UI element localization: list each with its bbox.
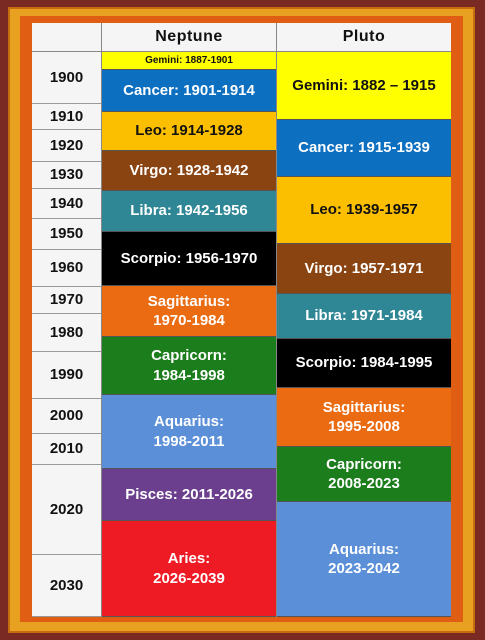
ephemeris-table: 1900 1910 1920 1930 1940 1950 1960 1970 1980 1990… [32,23,451,617]
pluto-sign-4: Libra: 1971-1984 [277,294,451,339]
year-cell-9: 1990 [32,352,101,399]
year-cell-12: 2020 [32,465,101,555]
pluto-header: Pluto [277,23,451,52]
year-cell-3: 1930 [32,162,101,189]
years-header [32,23,101,52]
neptune-sign-10: Aries: 2026-2039 [102,521,276,617]
year-cell-4: 1940 [32,189,101,219]
neptune-sign-1: Cancer: 1901-1914 [102,70,276,112]
year-cell-0: 1900 [32,52,101,104]
neptune-sign-6: Sagittarius: 1970-1984 [102,286,276,337]
neptune-column: Neptune Gemini: 1887-1901 Cancer: 1901-19… [102,23,277,617]
neptune-sign-5: Scorpio: 1956-1970 [102,232,276,286]
year-cell-10: 2000 [32,399,101,434]
pluto-sign-3: Virgo: 1957-1971 [277,244,451,294]
year-cell-2: 1920 [32,130,101,162]
neptune-sign-8: Aquarius: 1998-2011 [102,395,276,469]
pluto-sign-5: Scorpio: 1984-1995 [277,339,451,388]
year-cell-6: 1960 [32,250,101,287]
neptune-sign-9: Pisces: 2011-2026 [102,469,276,521]
year-cell-1: 1910 [32,104,101,130]
pluto-sign-7: Capricorn: 2008-2023 [277,447,451,502]
pluto-sign-2: Leo: 1939-1957 [277,177,451,244]
neptune-sign-4: Libra: 1942-1956 [102,191,276,232]
pluto-sign-0: Gemini: 1882 – 1915 [277,52,451,120]
pluto-column: Pluto Gemini: 1882 – 1915 Cancer: 1915-19… [277,23,451,617]
neptune-header: Neptune [102,23,276,52]
year-cell-11: 2010 [32,434,101,465]
neptune-sign-3: Virgo: 1928-1942 [102,151,276,191]
pluto-sign-8: Aquarius: 2023-2042 [277,502,451,617]
neptune-sign-0: Gemini: 1887-1901 [102,52,276,70]
year-cell-13: 2030 [32,555,101,617]
pluto-sign-1: Cancer: 1915-1939 [277,120,451,177]
years-column: 1900 1910 1920 1930 1940 1950 1960 1970 1980 1990… [32,23,102,617]
pluto-sign-6: Sagittarius: 1995-2008 [277,388,451,447]
neptune-sign-7: Capricorn: 1984-1998 [102,337,276,395]
year-cell-7: 1970 [32,287,101,314]
year-cell-5: 1950 [32,219,101,250]
neptune-sign-2: Leo: 1914-1928 [102,112,276,151]
year-cell-8: 1980 [32,314,101,352]
